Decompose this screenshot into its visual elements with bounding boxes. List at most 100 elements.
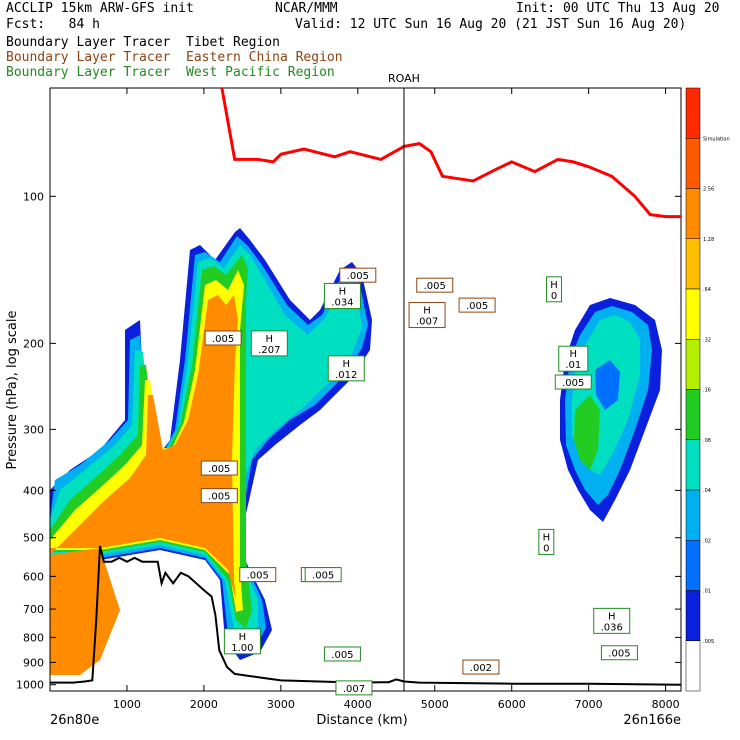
contour-label-box xyxy=(538,528,555,555)
contour-label-box xyxy=(223,628,261,655)
contour-label-text: .005 xyxy=(331,650,353,661)
colorbar-swatch xyxy=(685,188,701,239)
colorbar-swatch xyxy=(685,87,701,139)
colorbar-label: .02 xyxy=(703,538,711,544)
tracer-shading xyxy=(50,228,662,675)
x-axis-title: Distance (km) xyxy=(316,713,407,728)
contour-label-text: .005 xyxy=(347,271,369,282)
plume-orange xyxy=(50,295,238,675)
contour-label-text: .005 xyxy=(608,649,630,660)
contour-label-text: 0 xyxy=(543,543,549,554)
colorbar-swatch xyxy=(685,339,701,390)
colorbar-label: .08 xyxy=(703,438,711,444)
y-tick-label: 400 xyxy=(23,484,44,497)
contour-label-box xyxy=(323,283,361,310)
colorbar-label: 2.56 xyxy=(703,187,714,193)
y-tick-label: 1000 xyxy=(16,679,44,692)
colorbar-label: 1.28 xyxy=(703,237,714,243)
contour-label-text: .005 xyxy=(247,571,269,582)
plume-pacific-core xyxy=(595,360,620,410)
colorbar-swatch xyxy=(685,389,701,440)
colorbar-label: .32 xyxy=(703,337,711,343)
contour-label-text: .005 xyxy=(212,334,234,345)
contour-label-text: .01 xyxy=(565,360,581,371)
colorbar-swatch xyxy=(685,489,701,541)
contour-label: .005 xyxy=(200,460,238,476)
contour-label-box xyxy=(462,659,500,675)
contour-label-box xyxy=(554,374,592,390)
contour-label-text: H xyxy=(570,349,578,360)
contour-label-text: .012 xyxy=(335,370,357,381)
colorbar-label: .04 xyxy=(703,488,711,494)
colorbar: Simulation 2.56 1.28 .64 .32 .16 .08 .04 .02 .01.… xyxy=(685,87,730,692)
contour-label-box xyxy=(339,267,377,283)
contour-label-text: .207 xyxy=(258,345,280,356)
contour-label-text: .036 xyxy=(601,622,623,633)
init-time: Init: 00 UTC Thu 13 Aug 20 xyxy=(516,1,720,16)
contour-label-box xyxy=(416,277,454,293)
y-tick-label: 900 xyxy=(23,656,44,669)
contour-label-box xyxy=(458,297,496,313)
y-axis-title: Pressure (hPa), log scale xyxy=(5,311,20,470)
contour-label-box xyxy=(323,646,361,662)
tropopause-line xyxy=(220,88,681,219)
contour-label-text: .034 xyxy=(331,298,353,309)
contour-label: .005 xyxy=(304,567,342,583)
contour-label-box xyxy=(600,645,638,661)
contour-label-text: .005 xyxy=(424,281,446,292)
x-tick-label: 6000 xyxy=(498,698,526,711)
contour-label-text: H xyxy=(342,359,350,370)
contour-label: H.012 xyxy=(327,355,365,382)
colorbar-swatch xyxy=(685,439,701,491)
x-tick-label: 3000 xyxy=(267,698,295,711)
contour-label: .005 xyxy=(239,567,277,583)
colorbar-label: Simulation xyxy=(703,136,730,142)
y-tick-label: 600 xyxy=(23,570,44,583)
colorbar-label: .005 xyxy=(703,639,714,645)
contour-label: H.007 xyxy=(408,302,446,329)
y-tick-label: 500 xyxy=(23,532,44,545)
contour-label: .005 xyxy=(554,374,592,390)
plume-pacific-green xyxy=(574,395,600,470)
contour-label-text: .005 xyxy=(312,571,334,582)
contour-label-text: H xyxy=(266,334,274,345)
x-tick-label: 5000 xyxy=(421,698,449,711)
contour-label: .002 xyxy=(462,659,500,675)
colorbar-swatch xyxy=(685,138,701,189)
valid-time: Valid: 12 UTC Sun 16 Aug 20 (21 JST Sun … xyxy=(295,17,687,32)
contour-label-text: H xyxy=(339,287,347,298)
contour-label-text: .005 xyxy=(208,464,230,475)
colorbar-label: .01 xyxy=(703,589,711,595)
x-tick-label: 2000 xyxy=(190,698,218,711)
org-label: NCAR/MMM xyxy=(275,1,338,16)
contour-label-text: 0 xyxy=(551,291,557,302)
y-tick-label: 200 xyxy=(23,337,44,350)
contour-label: H1.00 xyxy=(223,628,261,655)
contour-label-text: .005 xyxy=(466,301,488,312)
x-tick-label: 1000 xyxy=(113,698,141,711)
contour-label-text: .007 xyxy=(343,684,365,695)
x-tick-label: 7000 xyxy=(575,698,603,711)
contour-label-box xyxy=(200,488,238,504)
contour-label-text: H xyxy=(423,306,431,317)
contour-label: H.034 xyxy=(323,283,361,310)
contour-label: H.036 xyxy=(593,607,631,634)
contour-label-text: .005 xyxy=(208,492,230,503)
colorbar-swatch xyxy=(685,238,701,290)
tracer-legend-west-pacific: Boundary Layer Tracer West Pacific Regio… xyxy=(6,65,335,80)
contour-label-box xyxy=(200,460,238,476)
contour-label: .005 xyxy=(323,646,361,662)
contour-label-text: H xyxy=(550,280,558,291)
right-endpoint-label: 26n166e xyxy=(623,713,681,728)
contour-label: .005 xyxy=(600,645,638,661)
contour-label-box xyxy=(327,355,365,382)
station-label: ROAH xyxy=(388,72,420,85)
contour-label-box xyxy=(546,276,563,303)
contour-label: .005 xyxy=(339,267,377,283)
model-title: ACCLIP 15km ARW-GFS init xyxy=(6,1,194,16)
y-tick-label: 100 xyxy=(23,190,44,203)
colorbar-swatch xyxy=(685,288,701,340)
y-tick-label: 700 xyxy=(23,603,44,616)
colorbar-label: .16 xyxy=(703,388,711,394)
